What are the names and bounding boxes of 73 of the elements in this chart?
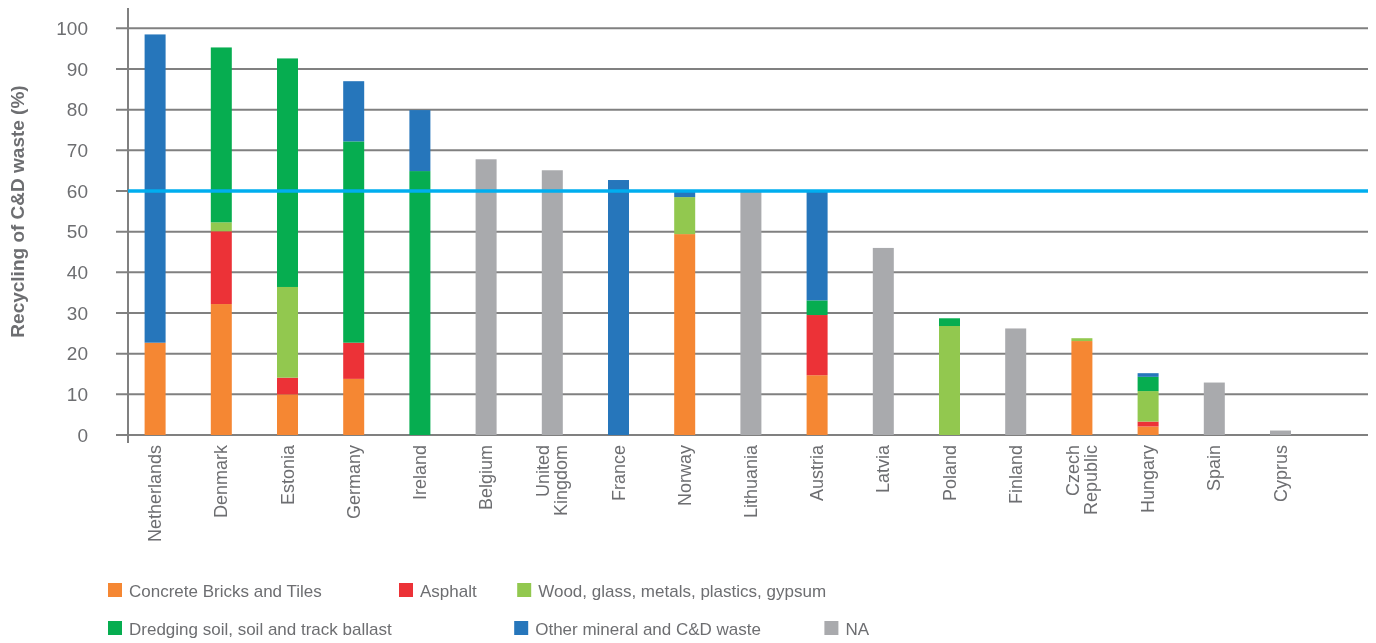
legend-label: Dredging soil, soil and track ballast [129,619,392,639]
bar [210,304,232,435]
x-tick-label: Spain [1204,445,1225,492]
bar [806,191,828,301]
y-tick-label: 90 [66,58,88,80]
bar [1137,376,1159,392]
x-tick-label: Germany [343,445,364,520]
bar [1137,391,1159,422]
x-tick-label: Hungary [1138,445,1159,514]
x-tick-label: Ireland [409,445,430,501]
bar [343,342,365,379]
bar [409,110,431,172]
y-tick-label: 30 [66,302,88,324]
bar [277,377,298,395]
bar [674,234,696,435]
x-tick-label: United Kingdom [533,445,572,517]
bar [806,300,828,316]
y-axis-title: Recycling of C&D waste (%) [7,85,28,338]
bar [872,247,894,435]
x-tick-label: Cyprus [1270,445,1291,503]
legend-label: Asphalt [420,581,477,601]
y-tick-label: 0 [77,424,88,446]
bar [144,34,166,343]
legend-label: Other mineral and C&D waste [535,619,762,639]
y-tick-label: 20 [66,343,88,365]
bar [1137,426,1159,435]
bar [277,286,298,378]
bar [806,375,828,435]
bar [277,394,298,435]
y-tick-label: 50 [66,221,88,243]
bar [1137,373,1159,377]
bar [1071,341,1093,435]
y-tick-label: 40 [66,261,88,283]
y-tick-label: 70 [66,139,88,161]
bar [343,81,365,142]
x-tick-label: Austria [807,444,828,502]
legend-label: Wood, glass, metals, plastics, gypsum [538,581,827,601]
bar [1005,328,1027,435]
bar [541,170,563,435]
x-tick-label: Czech Republic [1062,445,1101,516]
x-tick-label: Lithuania [740,444,761,519]
legend-label: NA [845,619,870,639]
x-tick-label: Netherlands [145,445,166,543]
y-tick-label: 60 [66,180,88,202]
bar [144,342,166,435]
x-tick-label: Finland [1005,445,1026,505]
bar [939,326,960,435]
bar [343,378,365,435]
x-tick-label: Latvia [873,444,894,494]
bar [608,180,629,435]
bar [343,141,365,343]
x-tick-label: France [608,445,629,502]
bar [210,222,232,232]
bar [277,58,298,287]
y-tick-label: 80 [66,99,88,121]
bar [806,315,828,376]
x-tick-label: Belgium [476,445,497,511]
bar [475,159,497,435]
y-tick-label: 100 [56,17,88,39]
bar [409,171,431,435]
y-tick-label: 10 [66,383,88,405]
x-tick-label: Norway [674,445,695,507]
legend-label: Concrete Bricks and Tiles [129,581,322,601]
x-tick-label: Estonia [277,444,298,506]
bar [1071,338,1093,342]
bar [1203,382,1225,435]
bar [740,191,762,435]
x-tick-label: Denmark [211,444,232,519]
bar [210,47,232,223]
x-tick-label: Poland [939,445,960,502]
bar [939,318,960,327]
bar [210,231,232,305]
bar [674,197,696,235]
